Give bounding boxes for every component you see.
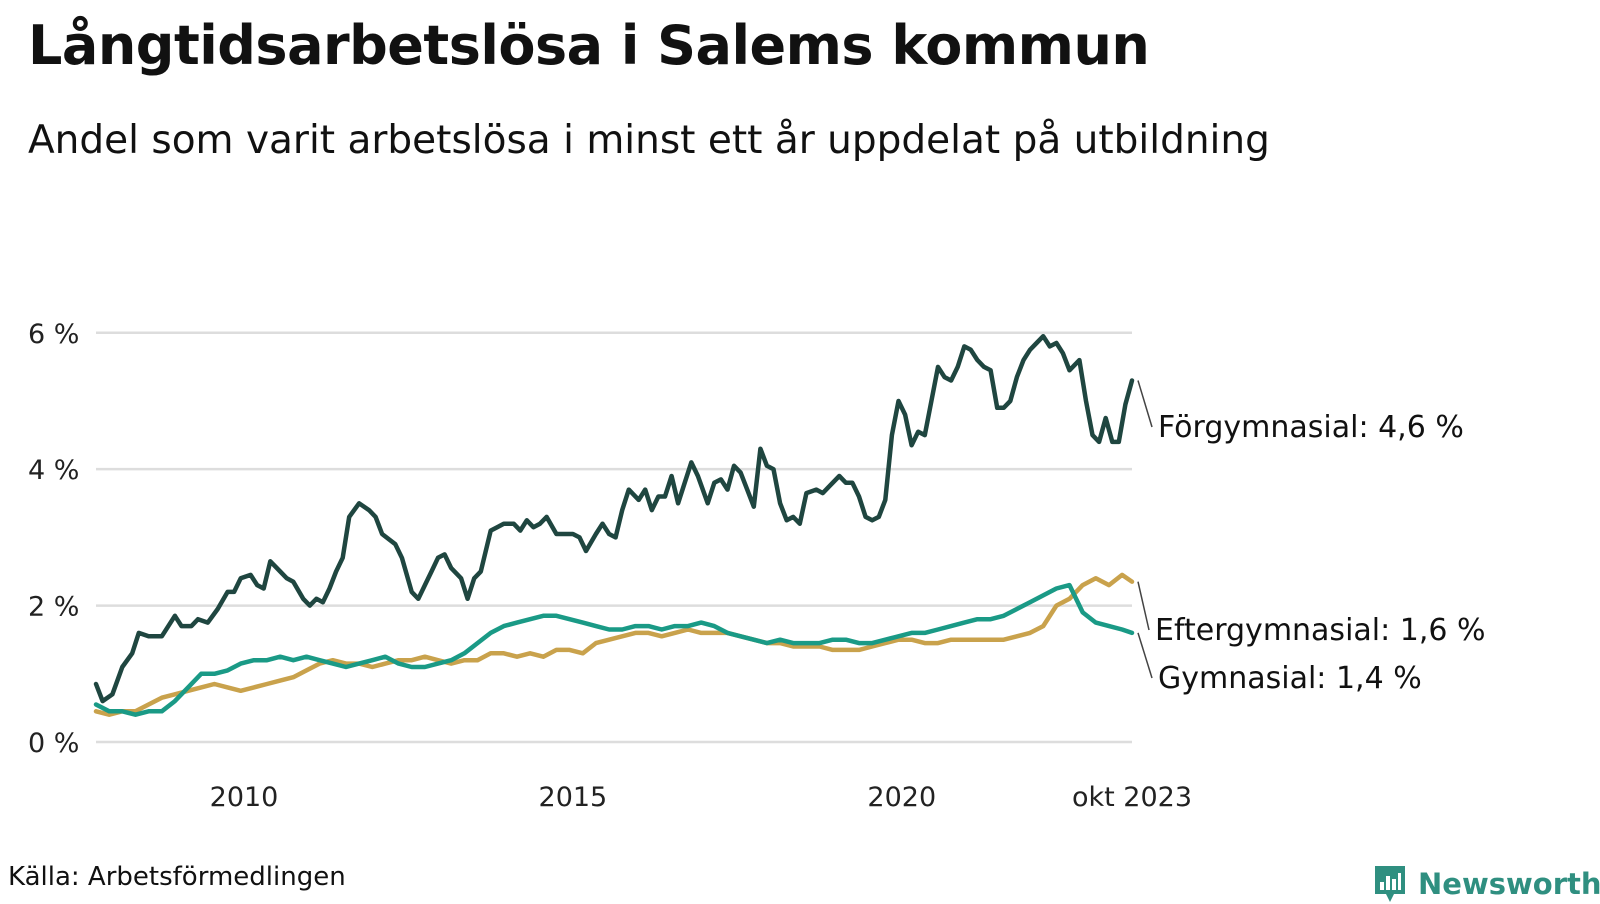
brand-name: Newsworthy xyxy=(1418,867,1600,901)
y-tick-label: 2 % xyxy=(28,592,79,623)
chart-title: Långtidsarbetslösa i Salems kommun xyxy=(28,14,1150,77)
brand-logo: Newsworthy xyxy=(1372,864,1600,904)
newsworthy-logo-icon xyxy=(1375,866,1405,902)
series-line-förgymnasial xyxy=(93,333,1135,704)
y-tick-label: 6 % xyxy=(28,319,79,350)
source-note: Källa: Arbetsförmedlingen xyxy=(8,862,346,892)
chart-subtitle: Andel som varit arbetslösa i minst ett å… xyxy=(28,118,1270,163)
end-label-eftergymnasial: Eftergymnasial: 1,6 % xyxy=(1155,613,1486,648)
end-label-förgymnasial: Förgymnasial: 4,6 % xyxy=(1158,410,1464,445)
end-label-leader xyxy=(1137,380,1153,428)
x-tick-label: okt 2023 xyxy=(1072,782,1192,813)
series-line-gymnasial xyxy=(93,582,1135,717)
end-label-gymnasial: Gymnasial: 1,4 % xyxy=(1158,661,1422,696)
y-tick-label: 4 % xyxy=(28,455,79,486)
x-tick-label: 2015 xyxy=(539,782,608,813)
x-tick-label: 2020 xyxy=(867,782,936,813)
y-tick-label: 0 % xyxy=(28,728,79,759)
end-label-leader xyxy=(1137,581,1150,631)
series-line-eftergymnasial xyxy=(93,572,1135,717)
x-tick-label: 2010 xyxy=(210,782,279,813)
end-label-leader xyxy=(1137,632,1153,679)
